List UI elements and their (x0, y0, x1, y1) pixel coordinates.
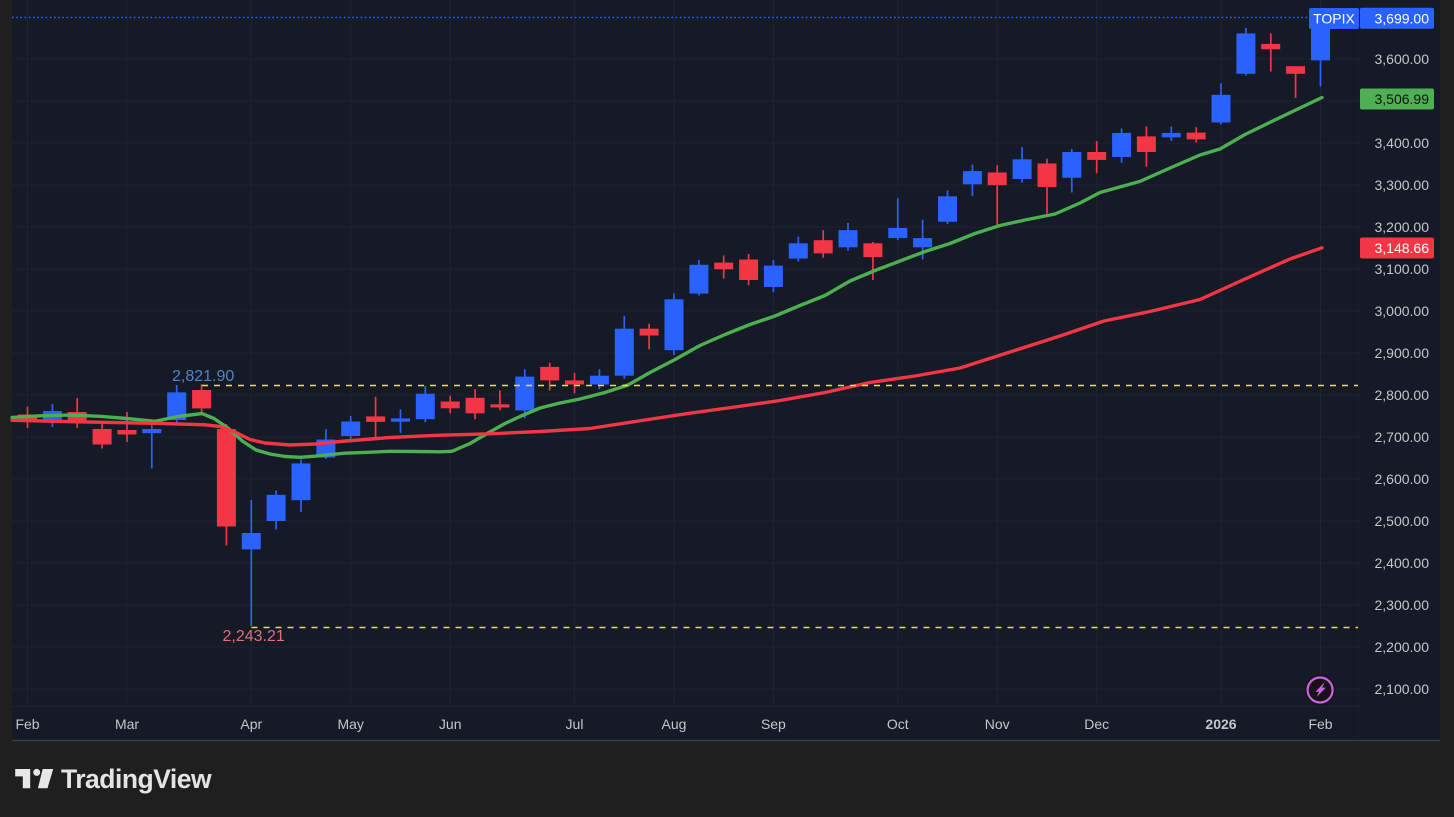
svg-text:2,200.00: 2,200.00 (1375, 639, 1430, 655)
svg-text:2,243.21: 2,243.21 (223, 628, 285, 645)
svg-text:2,600.00: 2,600.00 (1375, 471, 1430, 487)
svg-text:2,700.00: 2,700.00 (1375, 429, 1430, 445)
svg-text:3,000.00: 3,000.00 (1375, 303, 1430, 319)
svg-text:3,600.00: 3,600.00 (1375, 51, 1430, 67)
svg-text:May: May (337, 716, 363, 732)
svg-text:2,821.90: 2,821.90 (172, 368, 234, 385)
svg-text:Feb: Feb (15, 716, 39, 732)
svg-text:Mar: Mar (115, 716, 139, 732)
svg-text:3,400.00: 3,400.00 (1375, 135, 1430, 151)
svg-text:3,200.00: 3,200.00 (1375, 219, 1430, 235)
svg-text:2,100.00: 2,100.00 (1375, 681, 1430, 697)
svg-text:TOPIX: TOPIX (1313, 11, 1355, 27)
svg-text:3,506.99: 3,506.99 (1375, 91, 1430, 107)
svg-text:3,699.00: 3,699.00 (1375, 10, 1430, 26)
svg-text:Apr: Apr (240, 716, 262, 732)
svg-text:3,148.66: 3,148.66 (1375, 240, 1430, 256)
svg-text:Nov: Nov (985, 716, 1010, 732)
svg-text:2,300.00: 2,300.00 (1375, 597, 1430, 613)
svg-text:TradingView: TradingView (61, 764, 212, 794)
svg-text:Sep: Sep (761, 716, 786, 732)
svg-text:2,500.00: 2,500.00 (1375, 513, 1430, 529)
svg-text:Feb: Feb (1308, 716, 1332, 732)
svg-text:2,400.00: 2,400.00 (1375, 555, 1430, 571)
svg-text:Aug: Aug (662, 716, 687, 732)
svg-text:2,800.00: 2,800.00 (1375, 387, 1430, 403)
svg-text:Jul: Jul (566, 716, 584, 732)
svg-text:2,900.00: 2,900.00 (1375, 345, 1430, 361)
svg-text:Oct: Oct (887, 716, 909, 732)
svg-text:Dec: Dec (1084, 716, 1109, 732)
svg-text:Jun: Jun (439, 716, 462, 732)
svg-text:2026: 2026 (1205, 716, 1236, 732)
svg-text:3,100.00: 3,100.00 (1375, 261, 1430, 277)
svg-text:3,300.00: 3,300.00 (1375, 177, 1430, 193)
